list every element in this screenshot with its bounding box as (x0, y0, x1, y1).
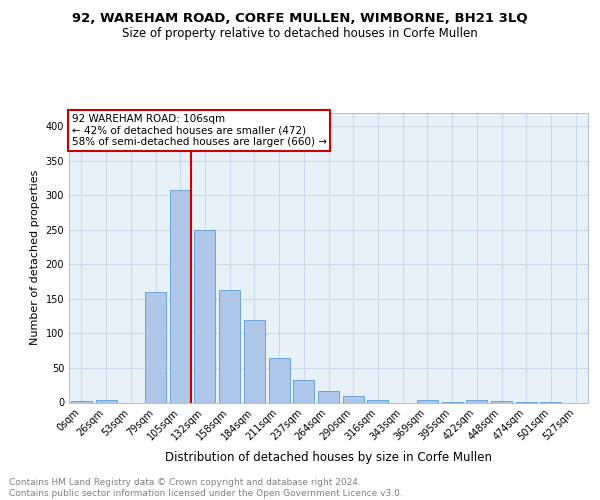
Bar (466, 400, 487, 402)
Bar (244, 320, 265, 402)
Bar (194, 230, 215, 402)
Bar (293, 380, 314, 402)
Bar (318, 392, 339, 402)
Bar (491, 401, 512, 402)
Bar (367, 400, 388, 402)
X-axis label: Distribution of detached houses by size in Corfe Mullen: Distribution of detached houses by size … (165, 450, 492, 464)
Text: 92, WAREHAM ROAD, CORFE MULLEN, WIMBORNE, BH21 3LQ: 92, WAREHAM ROAD, CORFE MULLEN, WIMBORNE… (72, 12, 528, 26)
Text: Contains HM Land Registry data © Crown copyright and database right 2024.
Contai: Contains HM Land Registry data © Crown c… (9, 478, 403, 498)
Bar (71, 401, 92, 402)
Bar (417, 400, 438, 402)
Bar (170, 190, 191, 402)
Bar (145, 292, 166, 403)
Y-axis label: Number of detached properties: Number of detached properties (30, 170, 40, 345)
Bar (343, 396, 364, 402)
Bar (269, 358, 290, 403)
Bar (95, 400, 116, 402)
Text: Size of property relative to detached houses in Corfe Mullen: Size of property relative to detached ho… (122, 28, 478, 40)
Bar (219, 290, 240, 403)
Text: 92 WAREHAM ROAD: 106sqm
← 42% of detached houses are smaller (472)
58% of semi-d: 92 WAREHAM ROAD: 106sqm ← 42% of detache… (71, 114, 326, 147)
